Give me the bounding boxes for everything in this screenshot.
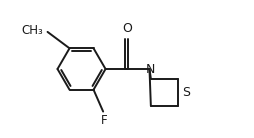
Text: N: N: [146, 63, 155, 75]
Text: S: S: [182, 86, 190, 99]
Text: O: O: [122, 22, 132, 35]
Text: F: F: [101, 114, 108, 127]
Text: CH₃: CH₃: [22, 24, 43, 37]
